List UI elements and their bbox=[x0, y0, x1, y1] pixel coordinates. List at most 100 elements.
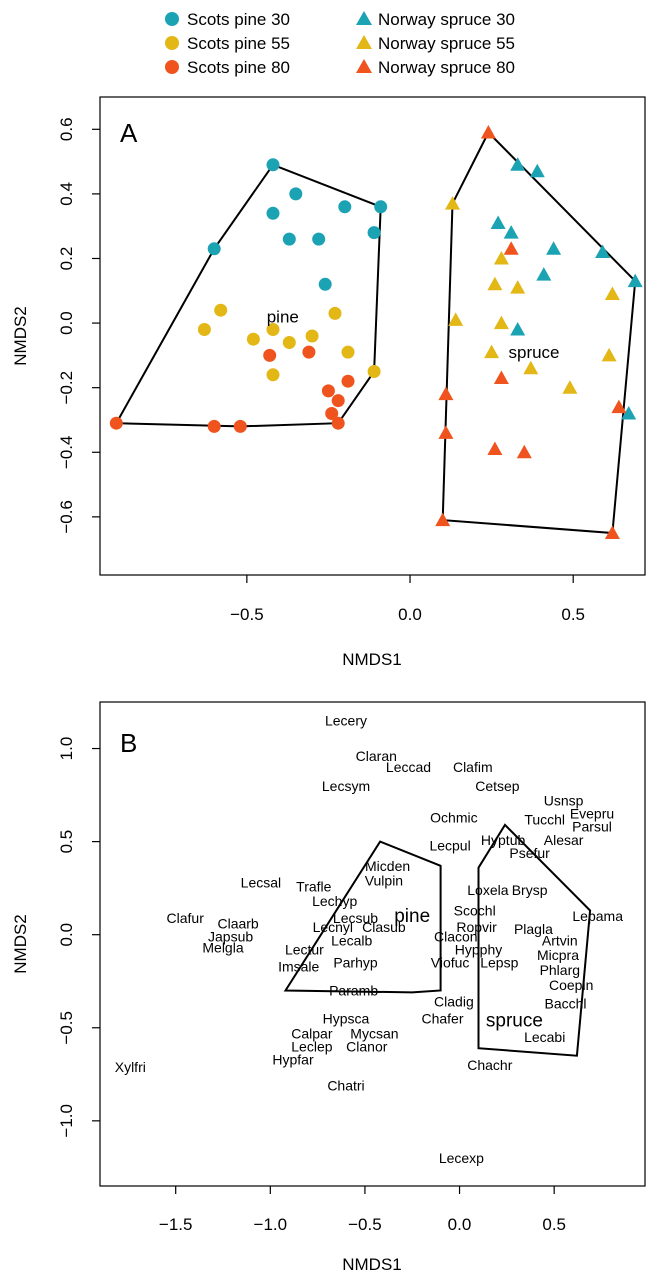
y-tick-label: 0.0 bbox=[57, 923, 76, 947]
pine-group-label: pine bbox=[394, 906, 430, 927]
y-tick-label: 1.0 bbox=[57, 737, 76, 761]
x-tick-label: −0.5 bbox=[230, 605, 264, 624]
scots-pine-30-point bbox=[282, 232, 296, 246]
scots-pine-55-point bbox=[367, 365, 381, 378]
y-axis-label: NMDS2 bbox=[11, 914, 30, 974]
species-label: Chafer bbox=[421, 1011, 463, 1027]
norway-spruce-80-point bbox=[438, 386, 454, 401]
norway-spruce-80-point bbox=[435, 512, 451, 527]
legend-label: Scots pine 80 bbox=[187, 58, 290, 77]
norway-spruce-80-point bbox=[438, 425, 454, 439]
group-labels: pine spruce bbox=[394, 906, 543, 1031]
species-label: Hypsca bbox=[323, 1011, 370, 1027]
species-label: Viofuc bbox=[431, 955, 470, 971]
pine-hull bbox=[114, 163, 382, 428]
norway-spruce-80-point bbox=[493, 370, 509, 384]
species-label: Vulpin bbox=[365, 873, 403, 889]
norway-spruce-80-point bbox=[487, 441, 503, 455]
species-label: Lechyp bbox=[312, 893, 357, 909]
legend-item-scots-pine-55: Scots pine 55 bbox=[165, 34, 290, 53]
plot-frame bbox=[99, 701, 646, 1187]
species-label: Leccad bbox=[386, 759, 431, 775]
legend-item-norway-spruce-80: Norway spruce 80 bbox=[356, 58, 515, 77]
species-label: Hypfar bbox=[272, 1051, 314, 1067]
y-tick-label: 0.0 bbox=[57, 311, 76, 335]
species-label: Hypphy bbox=[455, 942, 502, 958]
scots-pine-55-point bbox=[266, 323, 280, 336]
y-tick-label: −0.5 bbox=[57, 1011, 76, 1045]
species-label: Lepama bbox=[572, 908, 623, 924]
norway-spruce-55-point bbox=[493, 251, 509, 265]
scots-pine-55-point bbox=[282, 336, 296, 349]
species-label: Clafur bbox=[167, 910, 205, 926]
norway-spruce-55-point bbox=[510, 280, 526, 294]
pine-hull bbox=[283, 840, 442, 994]
pine-group-label: pine bbox=[267, 308, 299, 327]
species-label: Plagla bbox=[514, 921, 553, 937]
species-label: Clasub bbox=[362, 919, 406, 935]
species-label: Evepru bbox=[570, 806, 614, 822]
species-label: Artvin bbox=[542, 932, 578, 948]
scots-pine-80-point bbox=[331, 394, 345, 408]
x-axis-label: NMDS1 bbox=[342, 650, 402, 669]
panel-label: B bbox=[120, 728, 137, 758]
legend-item-norway-spruce-55: Norway spruce 55 bbox=[356, 34, 515, 53]
panel-a: A pine spruce −0.5 0.0 0.5 −0.6 −0.4 −0.2 0.0 0… bbox=[11, 96, 646, 669]
scots-pine-55-point bbox=[305, 329, 319, 343]
y-tick-label: 0.4 bbox=[57, 182, 76, 206]
norway-spruce-55-point bbox=[484, 344, 500, 359]
scots-pine-30-point bbox=[266, 206, 280, 220]
species-label: Claran bbox=[356, 748, 397, 764]
scots-pine-30-point bbox=[289, 187, 303, 201]
species-label: Parhyp bbox=[333, 955, 378, 971]
species-label: Lepsp bbox=[480, 955, 518, 971]
species-label: Cetsep bbox=[475, 778, 520, 794]
norway-spruce-30-point bbox=[490, 215, 506, 229]
scots-pine-55-point bbox=[328, 306, 342, 320]
y-tick-label: −0.6 bbox=[57, 500, 76, 534]
scots-pine-30-point bbox=[338, 200, 352, 214]
species-label: Japsub bbox=[208, 929, 253, 945]
norway-spruce-55-point bbox=[487, 276, 503, 291]
norway-spruce-30-point bbox=[503, 225, 519, 239]
species-label: Coepin bbox=[549, 977, 593, 993]
species-label: Bacchl bbox=[544, 996, 586, 1012]
scots-pine-55-point bbox=[214, 303, 228, 317]
scots-pine-30-point bbox=[374, 200, 388, 214]
scots-pine-80-point bbox=[263, 348, 277, 362]
norway-spruce-30-point bbox=[627, 273, 643, 288]
x-tick-label: −0.5 bbox=[348, 1215, 382, 1234]
norway-spruce-30-point bbox=[510, 157, 526, 171]
spruce-group-label: spruce bbox=[486, 1010, 543, 1031]
norway-spruce-30-point bbox=[621, 406, 637, 420]
species-label: Chachr bbox=[467, 1057, 512, 1073]
legend-item-scots-pine-30: Scots pine 30 bbox=[165, 10, 290, 29]
x-tick-label: 0.5 bbox=[542, 1215, 566, 1234]
species-label: Hyptub bbox=[481, 832, 526, 848]
group-labels: pine spruce bbox=[267, 308, 560, 363]
scots-pine-80-point bbox=[302, 345, 316, 359]
scots-pine-55-point bbox=[246, 332, 260, 346]
species-label: Lecalb bbox=[331, 932, 372, 948]
norway-spruce-80-point bbox=[611, 399, 627, 414]
data-points bbox=[109, 125, 643, 539]
scots-pine-30-point bbox=[266, 158, 280, 172]
x-axis: −1.5 −1.0 −0.5 0.0 0.5 bbox=[159, 1186, 566, 1234]
legend-label: Norway spruce 55 bbox=[378, 34, 515, 53]
y-axis: −0.6 −0.4 −0.2 0.0 0.2 0.4 0.6 bbox=[57, 117, 100, 534]
scots-pine-80-point bbox=[341, 374, 355, 388]
norway-spruce-30-point bbox=[536, 267, 552, 281]
norway-spruce-55-point bbox=[493, 315, 509, 330]
species-label: Lecpul bbox=[429, 837, 470, 853]
plot-frame bbox=[99, 96, 646, 576]
x-tick-label: −1.0 bbox=[254, 1215, 288, 1234]
norway-spruce-30-point bbox=[546, 241, 562, 255]
scots-pine-80-point bbox=[325, 407, 339, 420]
x-tick-label: 0.0 bbox=[448, 1215, 472, 1234]
norway-spruce-80-point bbox=[516, 444, 532, 459]
norway-spruce-55-point bbox=[601, 347, 617, 362]
scots-pine-80-point bbox=[109, 416, 123, 430]
norway-spruce-80-point bbox=[503, 241, 519, 255]
y-tick-label: −0.2 bbox=[57, 371, 76, 405]
scots-pine-30-point bbox=[312, 232, 326, 246]
